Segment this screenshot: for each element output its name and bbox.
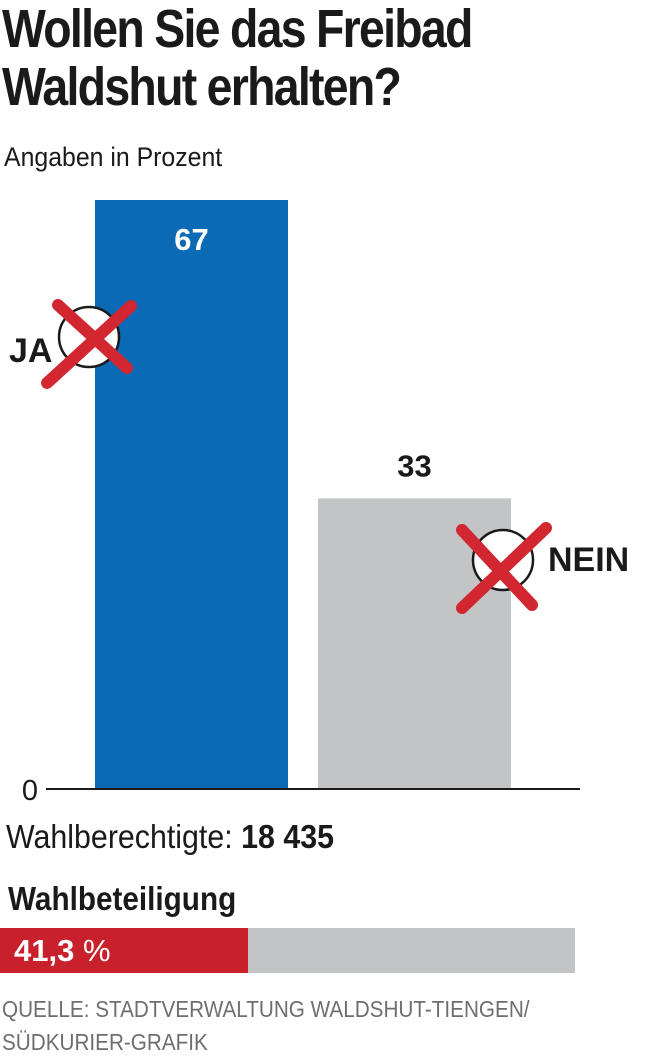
turnout-label: Wahlbeteiligung xyxy=(8,880,237,917)
ballot-mark-ja: JA xyxy=(9,299,137,389)
bar-chart: 67 33 0 JA NEIN xyxy=(9,200,629,807)
bar-ja xyxy=(95,200,288,788)
red-cross-icon xyxy=(41,299,137,389)
red-cross-icon xyxy=(456,522,552,614)
source-note: QUELLE: STADTVERWALTUNG WALDSHUT-TIENGEN… xyxy=(2,993,530,1059)
title-line-2: Waldshut erhalten? xyxy=(2,57,402,117)
y-axis-tick-zero: 0 xyxy=(22,775,38,807)
eligible-voters-label: Wahlberechtigte: xyxy=(6,818,233,855)
chart-title: Wollen Sie das Freibad Waldshut erhalten… xyxy=(2,0,552,116)
category-label-ja: JA xyxy=(9,332,52,370)
value-label-nein: 33 xyxy=(397,448,431,483)
turnout-bar: 41,3 % xyxy=(0,928,575,973)
ballot-mark-nein: NEIN xyxy=(456,522,629,614)
value-label-ja: 67 xyxy=(174,222,208,257)
category-label-nein: NEIN xyxy=(548,541,629,579)
source-line-1: QUELLE: STADTVERWALTUNG WALDSHUT-TIENGEN… xyxy=(2,996,530,1022)
eligible-voters-value: 18 435 xyxy=(241,818,334,855)
turnout-bar-fill xyxy=(0,928,248,973)
turnout-unit: % xyxy=(82,933,111,968)
chart-subtitle: Angaben in Prozent xyxy=(4,142,223,172)
turnout-value: 41,3 % xyxy=(14,933,111,969)
source-line-2: SÜDKURIER-GRAFIK xyxy=(2,1029,208,1055)
title-line-1: Wollen Sie das Freibad xyxy=(2,0,473,59)
turnout-number: 41,3 xyxy=(14,933,75,968)
eligible-voters: Wahlberechtigte: 18 435 xyxy=(6,818,334,856)
